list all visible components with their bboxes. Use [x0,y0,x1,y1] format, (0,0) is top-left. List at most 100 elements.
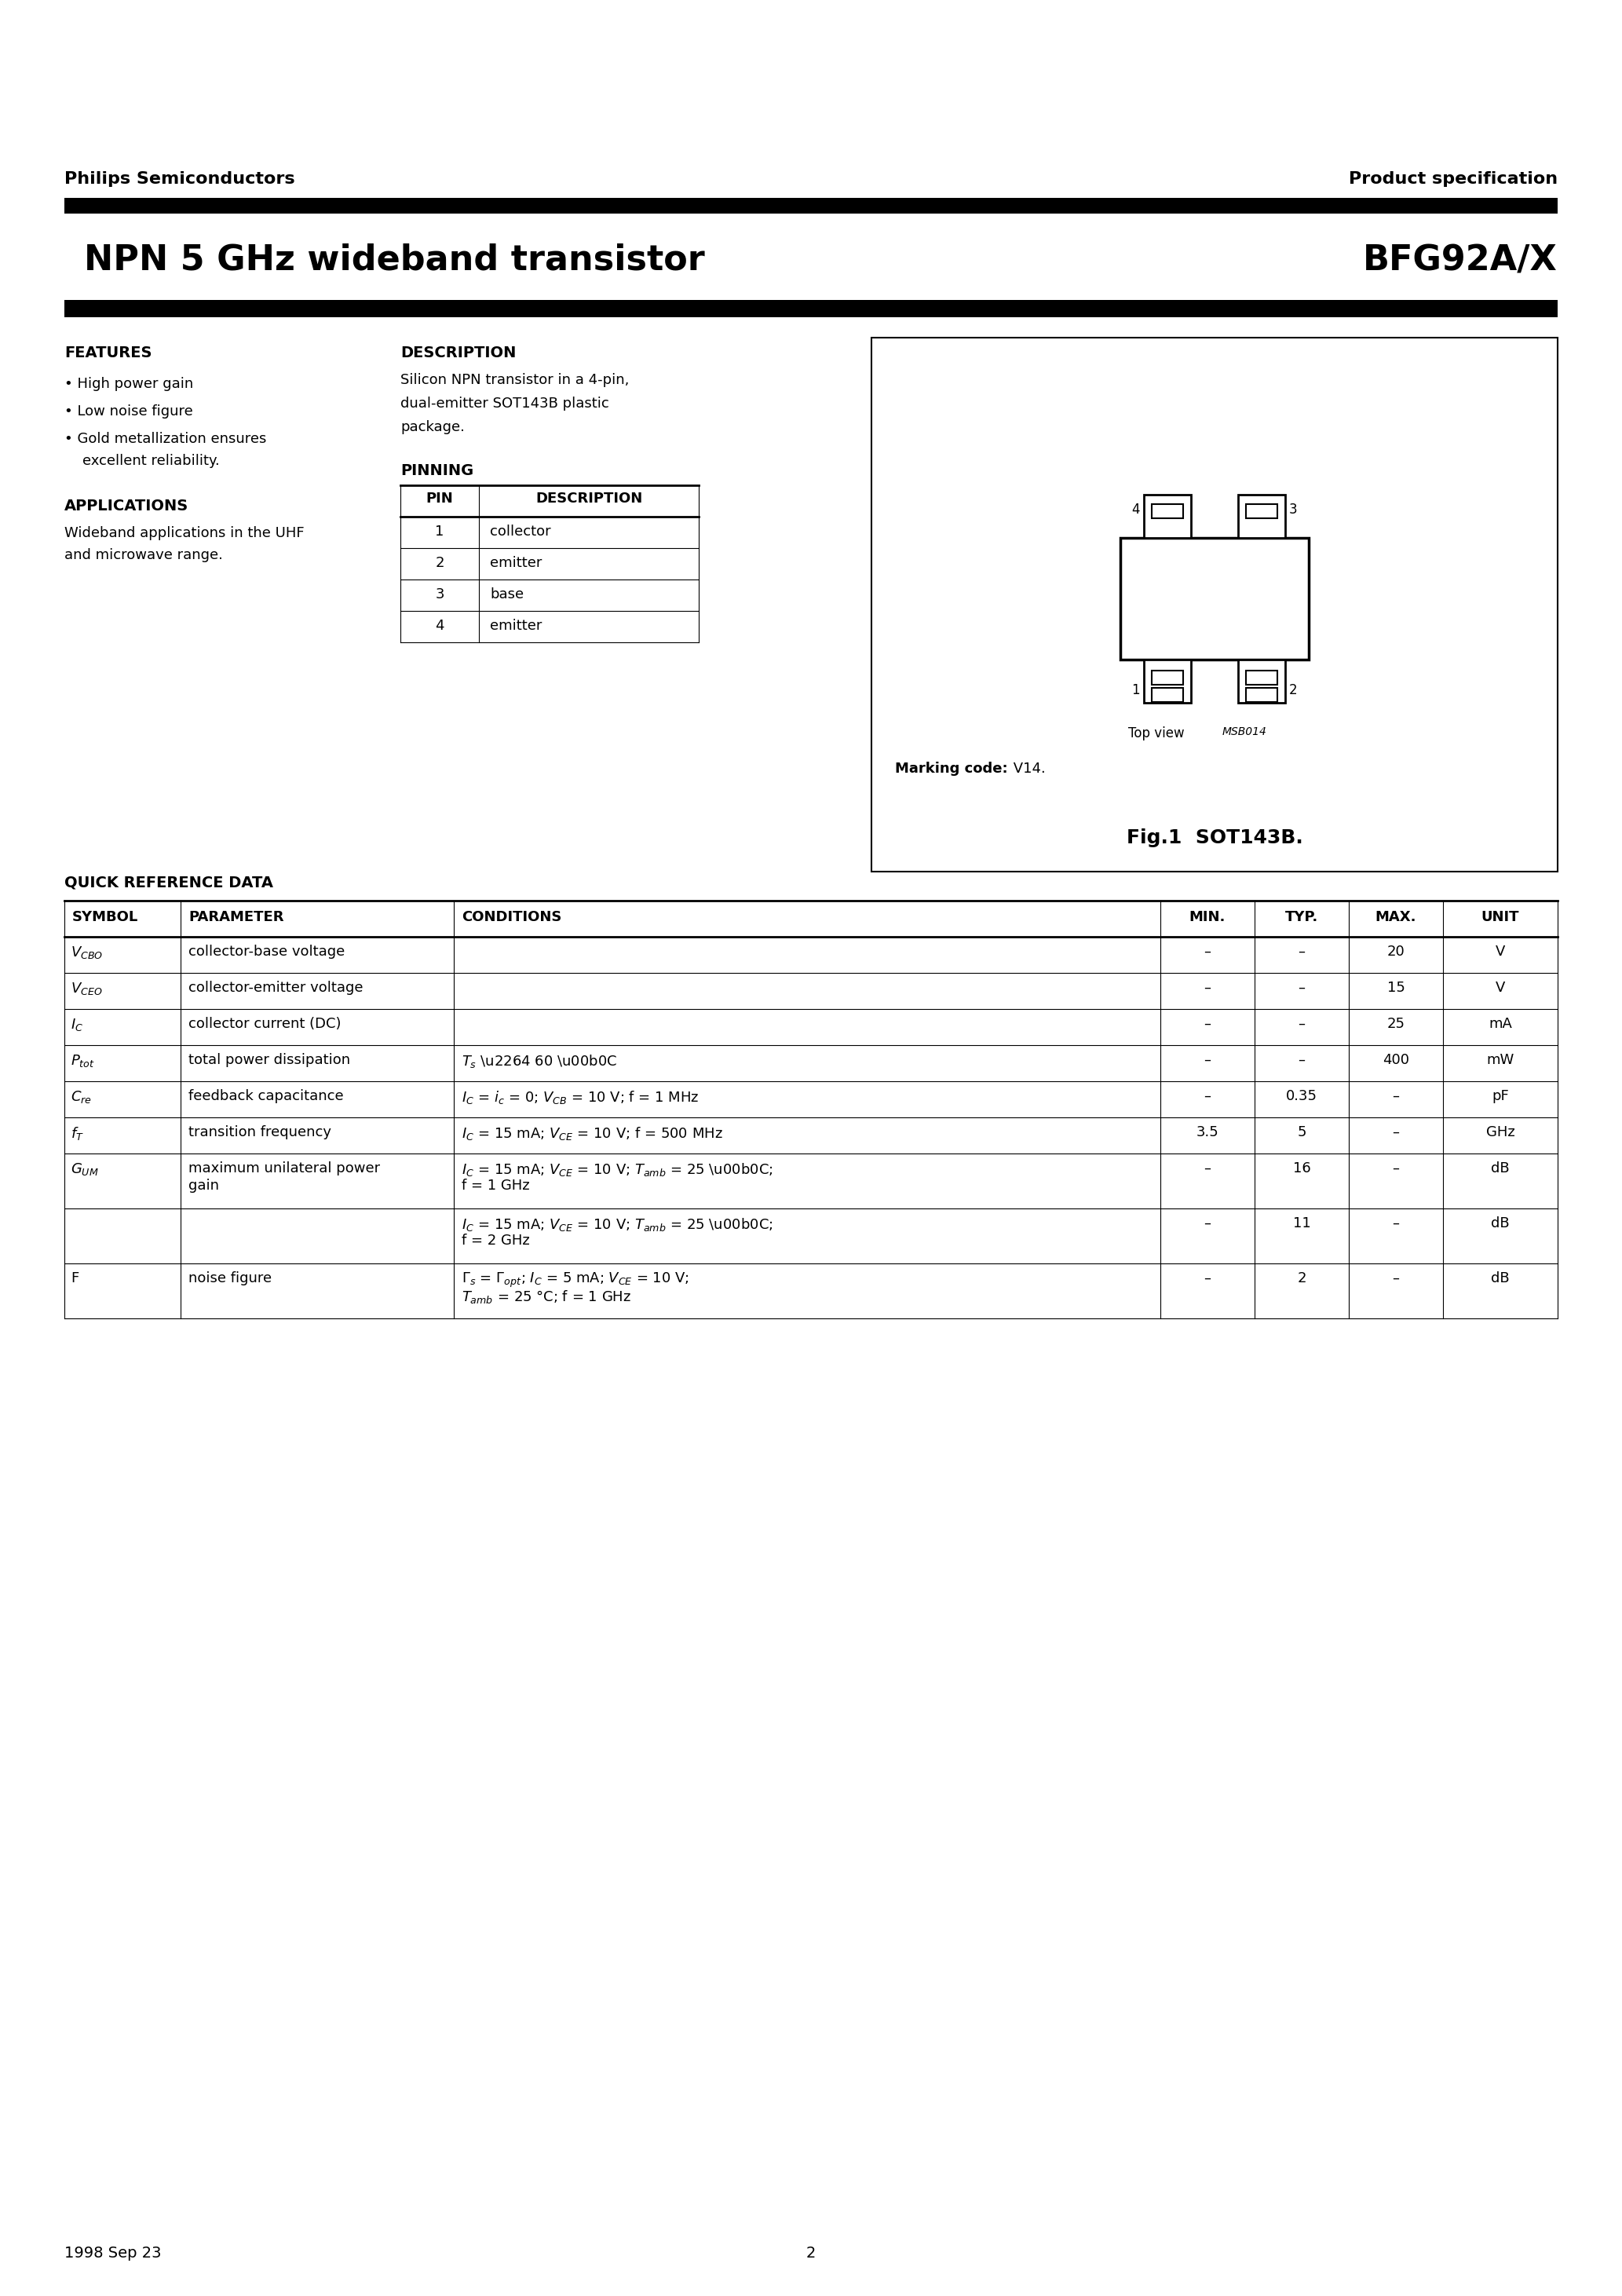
Bar [1121,537,1309,659]
Text: base: base [490,588,524,602]
Text: V14.: V14. [1009,762,1046,776]
Text: V: V [1495,980,1505,994]
Bar [871,338,1557,872]
Text: DESCRIPTION: DESCRIPTION [401,344,516,360]
Text: Wideband applications in the UHF: Wideband applications in the UHF [65,526,305,540]
Text: collector-base voltage: collector-base voltage [188,944,345,960]
Text: $I_C$ = 15 mA; $V_{CE}$ = 10 V; $T_{amb}$ = 25 \u00b0C;: $I_C$ = 15 mA; $V_{CE}$ = 10 V; $T_{amb}… [462,1162,774,1178]
Text: GHz: GHz [1486,1125,1515,1139]
Text: PARAMETER: PARAMETER [188,909,284,925]
Text: –: – [1204,980,1212,994]
Text: emitter: emitter [490,618,542,634]
Text: emitter: emitter [490,556,542,569]
Text: 2: 2 [806,2245,816,2262]
Text: –: – [1298,944,1306,960]
Text: –: – [1204,1162,1212,1176]
Text: $V_{CEO}$: $V_{CEO}$ [71,980,102,996]
Text: 5: 5 [1298,1125,1306,1139]
Text: BFG92A/X: BFG92A/X [1362,243,1557,278]
Text: 400: 400 [1382,1054,1410,1068]
Text: FEATURES: FEATURES [65,344,152,360]
Text: $I_C$ = $i_c$ = 0; $V_{CB}$ = 10 V; f = 1 MHz: $I_C$ = $i_c$ = 0; $V_{CB}$ = 10 V; f = … [462,1088,699,1107]
Text: SYMBOL: SYMBOL [73,909,138,925]
Text: –: – [1204,1054,1212,1068]
Text: gain: gain [188,1178,219,1192]
Text: dB: dB [1491,1162,1510,1176]
Text: Silicon NPN transistor in a 4-pin,: Silicon NPN transistor in a 4-pin, [401,372,629,388]
Text: 4: 4 [1132,503,1140,517]
Text: APPLICATIONS: APPLICATIONS [65,498,188,514]
Text: Marking code:: Marking code: [895,762,1007,776]
Text: total power dissipation: total power dissipation [188,1054,350,1068]
Text: –: – [1298,1054,1306,1068]
Text: –: – [1392,1162,1400,1176]
Bar [1238,494,1285,537]
Text: mA: mA [1489,1017,1512,1031]
Text: NPN 5 GHz wideband transistor: NPN 5 GHz wideband transistor [84,243,706,278]
Text: 2: 2 [1289,684,1298,698]
Text: DESCRIPTION: DESCRIPTION [535,491,642,505]
Bar [1144,494,1191,537]
Text: mW: mW [1486,1054,1515,1068]
Text: 20: 20 [1387,944,1405,960]
Text: 3: 3 [435,588,444,602]
Text: f = 2 GHz: f = 2 GHz [462,1233,530,1247]
Text: and microwave range.: and microwave range. [65,549,222,563]
Text: PIN: PIN [427,491,453,505]
Text: collector current (DC): collector current (DC) [188,1017,341,1031]
Bar [65,197,1557,214]
Text: Fig.1  SOT143B.: Fig.1 SOT143B. [1126,829,1302,847]
Text: 15: 15 [1387,980,1405,994]
Text: –: – [1204,1272,1212,1286]
Text: pF: pF [1492,1088,1508,1104]
Text: 2: 2 [1298,1272,1306,1286]
Text: Product specification: Product specification [1348,172,1557,186]
Text: 2: 2 [435,556,444,569]
Text: feedback capacitance: feedback capacitance [188,1088,344,1104]
Text: –: – [1204,944,1212,960]
Text: $I_C$: $I_C$ [71,1017,83,1033]
Text: –: – [1204,1017,1212,1031]
Text: f = 1 GHz: f = 1 GHz [462,1178,530,1192]
Text: $P_{tot}$: $P_{tot}$ [71,1054,94,1068]
Text: $\Gamma_s$ = $\Gamma_{opt}$; $I_C$ = 5 mA; $V_{CE}$ = 10 V;: $\Gamma_s$ = $\Gamma_{opt}$; $I_C$ = 5 m… [462,1272,689,1290]
Text: –: – [1298,1017,1306,1031]
Text: F: F [71,1272,79,1286]
Text: $I_C$ = 15 mA; $V_{CE}$ = 10 V; $T_{amb}$ = 25 \u00b0C;: $I_C$ = 15 mA; $V_{CE}$ = 10 V; $T_{amb}… [462,1217,774,1233]
Text: 1: 1 [435,523,444,540]
Text: –: – [1392,1217,1400,1231]
Text: maximum unilateral power: maximum unilateral power [188,1162,380,1176]
Text: CONDITIONS: CONDITIONS [462,909,561,925]
Text: $I_C$ = 15 mA; $V_{CE}$ = 10 V; f = 500 MHz: $I_C$ = 15 mA; $V_{CE}$ = 10 V; f = 500 … [462,1125,723,1141]
Bar [1152,670,1182,684]
Text: –: – [1204,1088,1212,1104]
Text: Top view: Top view [1129,726,1184,742]
Text: collector: collector [490,523,551,540]
Bar [1152,505,1182,519]
Text: 3.5: 3.5 [1195,1125,1218,1139]
Text: $f_T$: $f_T$ [71,1125,84,1141]
Text: transition frequency: transition frequency [188,1125,331,1139]
Bar [1144,659,1191,703]
Text: $V_{CBO}$: $V_{CBO}$ [71,944,104,960]
Text: 1: 1 [1132,684,1140,698]
Bar [1152,689,1182,703]
Text: –: – [1392,1272,1400,1286]
Text: excellent reliability.: excellent reliability. [65,455,219,468]
Text: • High power gain: • High power gain [65,377,193,390]
Bar [1246,670,1278,684]
Text: 0.35: 0.35 [1286,1088,1317,1104]
Text: 11: 11 [1293,1217,1311,1231]
Text: • Gold metallization ensures: • Gold metallization ensures [65,432,266,445]
Text: Philips Semiconductors: Philips Semiconductors [65,172,295,186]
Text: PINNING: PINNING [401,464,474,478]
Text: MSB014: MSB014 [1223,726,1267,737]
Text: –: – [1298,980,1306,994]
Text: dual-emitter SOT143B plastic: dual-emitter SOT143B plastic [401,397,608,411]
Bar [1246,689,1278,703]
Text: TYP.: TYP. [1285,909,1319,925]
Text: $T_s$ \u2264 60 \u00b0C: $T_s$ \u2264 60 \u00b0C [462,1054,618,1070]
Text: –: – [1392,1088,1400,1104]
Text: $G_{UM}$: $G_{UM}$ [71,1162,99,1178]
Text: 3: 3 [1289,503,1298,517]
